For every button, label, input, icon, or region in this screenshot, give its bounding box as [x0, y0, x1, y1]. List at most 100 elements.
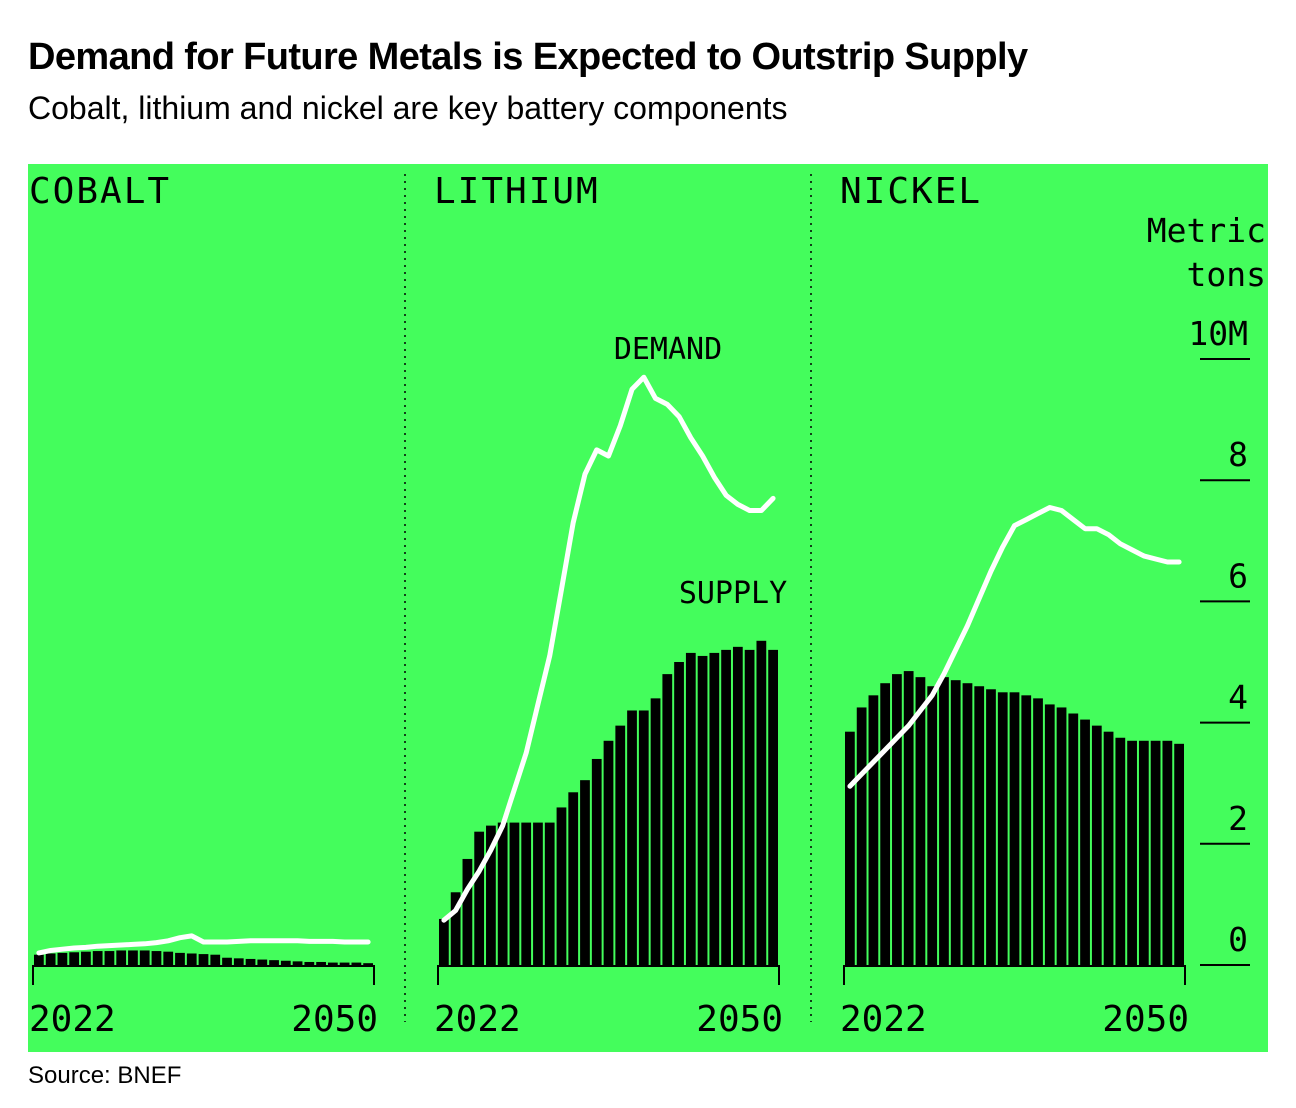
- supply-bar: [450, 892, 461, 965]
- supply-bar: [568, 792, 579, 965]
- y-tick-label: 6: [1228, 556, 1248, 595]
- supply-bar: [304, 961, 315, 965]
- supply-bar: [556, 807, 567, 965]
- supply-bar: [198, 954, 209, 965]
- x-tick-label: 2050: [696, 999, 783, 1040]
- panel-label: LITHIUM: [434, 171, 600, 212]
- annotation-demand: DEMAND: [614, 332, 722, 367]
- supply-bar: [939, 677, 949, 965]
- y-tick-label: 2: [1228, 799, 1248, 838]
- y-tick-label: 8: [1228, 435, 1248, 474]
- supply-bar: [997, 692, 1008, 965]
- supply-bar: [709, 652, 720, 965]
- supply-bar: [685, 652, 696, 965]
- supply-bar: [615, 725, 626, 965]
- supply-bar: [721, 649, 731, 965]
- supply-bar: [34, 954, 44, 965]
- supply-bar: [1068, 713, 1079, 965]
- supply-bar: [69, 952, 80, 965]
- supply-bar: [1150, 740, 1161, 965]
- supply-bar: [915, 677, 926, 965]
- supply-bar: [81, 951, 91, 965]
- supply-bar: [1127, 740, 1137, 965]
- supply-bar: [744, 649, 755, 965]
- supply-bar: [880, 683, 891, 965]
- annotation-supply: SUPPLY: [679, 576, 787, 611]
- supply-bar: [768, 649, 778, 965]
- supply-bar: [1021, 695, 1032, 965]
- supply-bar: [269, 960, 279, 965]
- supply-bar: [363, 963, 373, 965]
- supply-bar: [986, 689, 996, 965]
- demand-line: [441, 374, 776, 923]
- supply-bar: [892, 674, 902, 965]
- supply-bar: [486, 825, 496, 965]
- supply-bar: [521, 822, 532, 965]
- x-tick-label: 2022: [29, 999, 116, 1040]
- supply-bar: [439, 918, 449, 965]
- supply-bar: [339, 962, 350, 965]
- supply-bar: [856, 707, 867, 965]
- x-tick-label: 2050: [1102, 999, 1189, 1040]
- supply-bar: [57, 952, 68, 965]
- supply-bar: [697, 655, 708, 965]
- demand-line: [847, 505, 1182, 789]
- source-note: Source: BNEF: [28, 1062, 182, 1089]
- supply-bar: [1044, 704, 1055, 965]
- supply-bar: [756, 640, 767, 965]
- supply-bar: [222, 957, 232, 965]
- supply-bar: [462, 858, 473, 965]
- x-tick-label: 2022: [840, 999, 927, 1040]
- chart-title: Demand for Future Metals is Expected to …: [28, 36, 1028, 78]
- supply-bar: [474, 831, 485, 965]
- chart-svg: 10M 8 6 4 2 0 Metric tons COBALT 2022 2050 LITHIUM 2…: [29, 171, 1266, 1040]
- y-tick-label: 0: [1228, 920, 1248, 959]
- supply-bar: [327, 962, 338, 965]
- chart-panel: 10M 8 6 4 2 0 Metric tons COBALT 2022 2050 LITHIUM 2…: [28, 164, 1268, 1052]
- supply-bar: [233, 958, 244, 965]
- supply-bar: [950, 680, 961, 965]
- supply-bar: [163, 951, 174, 965]
- supply-bar: [1080, 719, 1090, 965]
- supply-bar: [245, 958, 256, 965]
- y-tick-label: 4: [1228, 678, 1248, 717]
- supply-bar: [497, 822, 508, 965]
- chart-subtitle: Cobalt, lithium and nickel are key batte…: [28, 90, 788, 126]
- supply-bar: [186, 953, 197, 965]
- supply-bar: [128, 950, 138, 965]
- supply-bar: [591, 758, 602, 965]
- y-unit-label: Metric: [1147, 211, 1266, 250]
- supply-bar: [974, 686, 985, 965]
- supply-bar: [45, 953, 56, 965]
- supply-bar: [175, 952, 185, 965]
- supply-bar: [1056, 707, 1067, 965]
- supply-bar: [92, 951, 103, 965]
- supply-bar: [151, 951, 162, 965]
- supply-bar: [280, 960, 291, 965]
- supply-bar: [650, 698, 661, 965]
- supply-bar: [292, 961, 303, 965]
- y-tick-label: 10M: [1188, 314, 1248, 353]
- supply-bar: [544, 822, 555, 965]
- supply-bar: [1162, 740, 1173, 965]
- x-tick-label: 2022: [434, 999, 521, 1040]
- supply-bar: [210, 954, 221, 965]
- supply-bar: [845, 731, 855, 965]
- y-unit-label: tons: [1187, 255, 1266, 294]
- supply-bar: [1009, 692, 1020, 965]
- supply-bar: [139, 950, 150, 965]
- supply-bar: [903, 671, 914, 965]
- supply-bar: [1174, 743, 1184, 965]
- supply-bar: [257, 959, 268, 965]
- supply-bar: [1103, 731, 1114, 965]
- supply-bar: [104, 951, 115, 965]
- supply-bar: [674, 662, 684, 965]
- supply-bar: [580, 780, 590, 965]
- panel-label: NICKEL: [840, 171, 982, 212]
- panel-label: COBALT: [29, 171, 171, 212]
- supply-bar: [1115, 737, 1126, 965]
- supply-bar: [962, 683, 973, 965]
- supply-bar: [116, 950, 127, 965]
- supply-bar: [603, 740, 614, 965]
- supply-bar: [638, 710, 649, 965]
